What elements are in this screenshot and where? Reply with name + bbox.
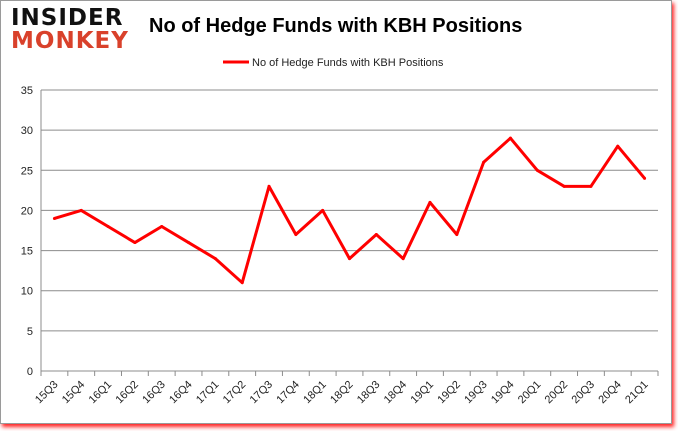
chart-frame: INSIDER MONKEY No of Hedge Funds with KB… [0, 0, 672, 424]
x-tick-label: 19Q4 [489, 379, 517, 407]
data-point [535, 168, 539, 172]
data-point [562, 184, 566, 188]
y-tick-label: 0 [27, 366, 33, 378]
data-point [374, 233, 378, 237]
x-tick-label: 15Q4 [60, 379, 88, 407]
y-tick-label: 20 [21, 205, 33, 217]
data-point [187, 241, 191, 245]
x-tick-label: 20Q3 [570, 379, 598, 407]
x-tick-label: 18Q2 [328, 379, 356, 407]
y-tick-label: 25 [21, 165, 33, 177]
data-point [133, 241, 137, 245]
y-tick-label: 30 [21, 125, 33, 137]
data-point [240, 281, 244, 285]
data-point [508, 136, 512, 140]
logo-line2: MONKEY [11, 28, 129, 54]
x-tick-label: 18Q4 [382, 379, 410, 407]
x-tick-label: 15Q3 [33, 379, 61, 407]
y-tick-label: 10 [21, 286, 33, 298]
data-point [321, 208, 325, 212]
data-point [455, 233, 459, 237]
y-tick-label: 5 [27, 326, 33, 338]
chart-title: No of Hedge Funds with KBH Positions [149, 15, 523, 37]
x-tick-label: 18Q3 [355, 379, 383, 407]
x-tick-label: 20Q4 [596, 379, 624, 407]
x-tick-label: 17Q1 [194, 379, 222, 407]
logo-line1: INSIDER [11, 5, 124, 31]
data-point [401, 257, 405, 261]
x-tick-label: 16Q1 [87, 379, 115, 407]
data-point [616, 144, 620, 148]
data-point [160, 224, 164, 228]
legend-label: No of Hedge Funds with KBH Positions [252, 57, 444, 69]
data-point [267, 184, 271, 188]
x-tick-label: 20Q2 [543, 379, 571, 407]
x-tick-label: 16Q2 [113, 379, 141, 407]
data-point [428, 200, 432, 204]
data-point [482, 160, 486, 164]
data-point [52, 216, 56, 220]
x-tick-label: 19Q3 [462, 379, 490, 407]
y-tick-label: 15 [21, 246, 33, 258]
data-point [106, 224, 110, 228]
x-tick-label: 21Q1 [623, 379, 651, 407]
x-tick-label: 16Q3 [140, 379, 168, 407]
x-tick-label: 17Q2 [221, 379, 249, 407]
data-point [294, 233, 298, 237]
data-point [589, 184, 593, 188]
x-tick-label: 19Q2 [435, 379, 463, 407]
data-point [79, 208, 83, 212]
x-tick-label: 17Q4 [274, 379, 302, 407]
x-tick-label: 16Q4 [167, 379, 195, 407]
x-tick-label: 18Q1 [301, 379, 329, 407]
x-tick-label: 17Q3 [248, 379, 276, 407]
y-tick-label: 35 [21, 85, 33, 97]
data-point [643, 176, 647, 180]
x-tick-label: 20Q1 [516, 379, 544, 407]
data-point [213, 257, 217, 261]
insider-monkey-logo: INSIDER MONKEY [11, 7, 129, 53]
data-point [348, 257, 351, 261]
x-tick-label: 19Q1 [409, 379, 437, 407]
